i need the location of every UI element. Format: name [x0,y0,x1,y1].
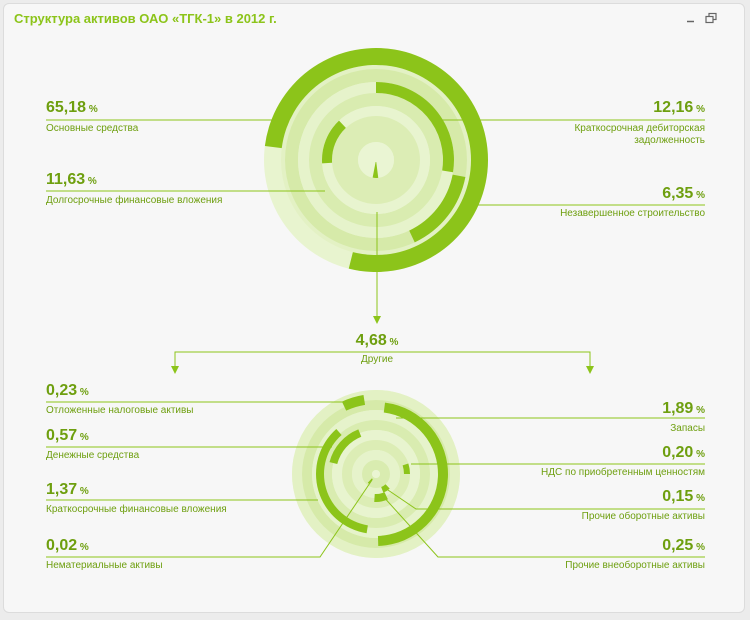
bottom-value-7: 0,02 % [46,537,89,554]
minimize-icon[interactable] [685,12,697,24]
top-track-band-2 [285,69,467,251]
bottom-value-6: 0,15 % [662,488,705,505]
bottom-value-3: 0,57 % [46,427,89,444]
top-value-1: 65,18 % [46,99,98,116]
bottom-track-band-1 [292,390,460,558]
bottom-label-7: Нематериальные активы [46,560,163,571]
top-label-2-line-2: задолженность [634,135,705,146]
top-value-5: 4,68 % [356,332,399,349]
split-connector [174,351,591,366]
bottom-label-5: Краткосрочные финансовые вложения [46,503,227,515]
bottom-bar-8 [374,492,388,503]
bottom-label-1: Отложенные налоговые активы [46,405,194,416]
top-track-band-4 [309,93,443,227]
top-bar-4 [409,174,466,243]
bottom-value-5: 1,37 % [46,481,89,498]
bottom-label-4: НДС по приобретенным ценностям [541,466,705,478]
top-label-1: Основные средства [46,123,139,134]
top-bar-2 [376,82,455,173]
bottom-connector-8 [380,493,705,558]
bottom-track-band-5 [332,430,420,518]
window-title: Структура активов ОАО «ТГК-1» в 2012 г. [14,11,277,26]
bottom-value-2: 1,89 % [662,400,705,417]
bottom-value-8: 0,25 % [662,537,705,554]
bottom-track-band-4 [322,420,430,528]
bottom-connector-7 [46,479,373,558]
bottom-bar-2 [377,402,448,546]
top-bar-3 [322,120,346,164]
bottom-connector-6 [384,487,705,510]
top-bar-5 [372,161,379,178]
top-label-2: Краткосрочная дебиторская [574,122,705,134]
bottom-track-band-7 [352,450,400,498]
top-label-5: Другие [361,354,393,365]
restore-icon[interactable] [705,12,717,24]
bottom-value-4: 0,20 % [662,444,705,461]
split-arrow-right [586,366,594,374]
bottom-bar-5 [316,428,368,534]
bottom-value-1: 0,23 % [46,382,89,399]
top-value-3: 11,63 % [46,171,97,188]
top-track-band-6 [332,116,420,204]
top-label-4: Незавершенное строительство [560,208,705,219]
bottom-label-3: Денежные средства [46,450,140,461]
bottom-bar-4 [402,463,410,474]
top-value-4: 6,35 % [662,185,705,202]
top-value-2: 12,16 % [653,99,705,116]
bottom-label-2: Запасы [670,423,705,434]
bottom-track-band-8 [362,460,390,488]
top-label-3: Долгосрочные финансовые вложения [46,194,222,206]
bottom-label-6: Прочие оборотные активы [582,510,705,522]
bottom-bar-3 [329,429,362,465]
bottom-track-band-9 [372,470,380,478]
top-arrow-5 [373,316,381,324]
bottom-label-8: Прочие внеоборотные активы [565,559,705,571]
top-track-band-1 [281,65,471,255]
split-arrow-left [171,366,179,374]
bottom-bar-1 [341,394,366,411]
